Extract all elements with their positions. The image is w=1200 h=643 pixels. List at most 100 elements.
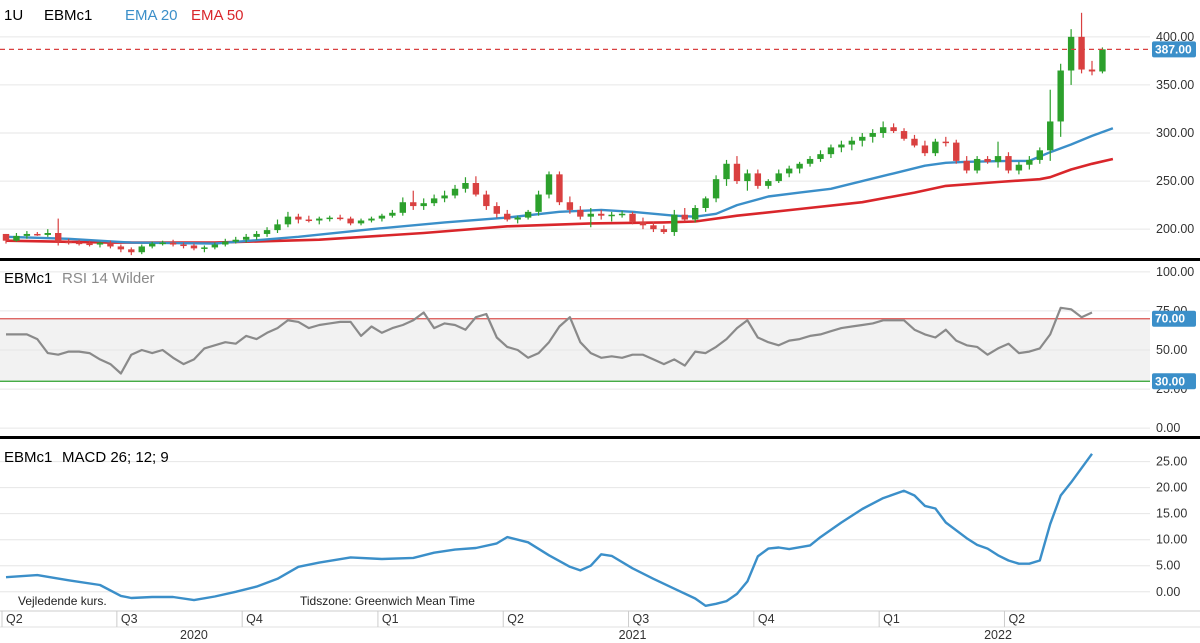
rsi-indicator-label[interactable]: RSI 14 Wilder xyxy=(62,270,155,287)
overbought-label: 70.00 xyxy=(1155,312,1185,326)
price-tick-label: 350.00 xyxy=(1156,78,1194,92)
candle-down xyxy=(577,209,584,217)
candle-down xyxy=(55,233,62,242)
timezone-label: Tidszone: Greenwich Mean Time xyxy=(300,594,475,608)
candle-down xyxy=(75,242,83,245)
candle-up xyxy=(1036,150,1043,160)
candle-down xyxy=(336,217,344,220)
candle-down xyxy=(984,158,991,162)
quarter-label: Q1 xyxy=(883,612,900,626)
candle-up xyxy=(765,181,772,186)
candle-down xyxy=(504,213,511,220)
quarter-label: Q2 xyxy=(507,612,524,626)
candle-up xyxy=(1057,70,1064,122)
macd-tick-label: 20.00 xyxy=(1156,481,1187,495)
macd-tick-label: 15.00 xyxy=(1156,507,1187,521)
candle-down xyxy=(169,242,177,245)
quarter-label: Q2 xyxy=(1008,612,1025,626)
candle-up xyxy=(848,140,856,145)
price-pane[interactable]: 387.00 200.00 250.00 300.00 350.00 400.00 1U… xyxy=(0,7,1196,256)
ema50-legend[interactable]: EMA 50 xyxy=(191,7,244,24)
candle-up xyxy=(514,217,521,220)
ema20-legend[interactable]: EMA 20 xyxy=(125,7,178,24)
candle-down xyxy=(890,127,897,132)
rsi-symbol-label: EBMc1 xyxy=(4,270,52,287)
candle-up xyxy=(535,194,542,212)
candle-up xyxy=(232,239,239,242)
candle-down xyxy=(629,213,636,222)
candle-up xyxy=(23,233,31,236)
candle-down xyxy=(180,244,187,247)
macd-tick-label: 25.00 xyxy=(1156,455,1187,469)
candle-down xyxy=(1088,69,1096,72)
candle-up xyxy=(1067,36,1075,71)
year-label: 2022 xyxy=(984,628,1012,642)
price-tick-label: 300.00 xyxy=(1156,126,1194,140)
candle-down xyxy=(650,225,657,230)
year-label: 2020 xyxy=(180,628,208,642)
candle-down xyxy=(1005,156,1012,171)
candle-down xyxy=(953,142,960,161)
candle-up xyxy=(211,244,219,248)
candle-up xyxy=(524,211,532,218)
last-price-label: 387.00 xyxy=(1155,42,1192,56)
candle-up xyxy=(838,144,845,148)
candle-down xyxy=(900,131,908,139)
candle-up xyxy=(378,215,386,219)
candle-up xyxy=(148,243,156,247)
candles xyxy=(2,12,1106,256)
candle-down xyxy=(963,160,970,171)
candle-up xyxy=(399,202,407,213)
candle-down xyxy=(190,245,198,249)
candle-up xyxy=(451,188,459,196)
candle-up xyxy=(326,217,333,220)
candle-up xyxy=(1099,49,1106,72)
price-grid xyxy=(0,36,1150,230)
candle-up xyxy=(430,198,438,204)
candle-down xyxy=(305,219,313,222)
candle-up xyxy=(441,195,448,199)
candle-up xyxy=(13,235,20,241)
candle-down xyxy=(660,229,668,233)
candle-down xyxy=(410,202,417,207)
candle-down xyxy=(681,214,688,220)
quarter-label: Q4 xyxy=(246,612,263,626)
candle-down xyxy=(1078,36,1085,70)
price-tick-label: 200.00 xyxy=(1156,222,1194,236)
footer-note: Vejledende kurs. xyxy=(18,594,107,608)
candle-down xyxy=(2,233,10,241)
candle-up xyxy=(691,208,699,220)
macd-pane[interactable]: 0.00 5.00 10.00 15.00 20.00 25.00 EBMc1 MACD … xyxy=(0,449,1187,608)
candle-up xyxy=(932,141,939,154)
candle-down xyxy=(295,216,302,220)
pane-divider xyxy=(0,258,1200,261)
quarter-label: Q3 xyxy=(633,612,650,626)
macd-tick-label: 5.00 xyxy=(1156,559,1180,573)
candle-up xyxy=(263,230,271,234)
rsi-grid xyxy=(0,271,1150,429)
candle-up xyxy=(608,214,615,217)
candle-up xyxy=(702,198,709,208)
macd-symbol-label: EBMc1 xyxy=(4,449,52,466)
macd-line xyxy=(5,453,1093,607)
rsi-line xyxy=(6,306,1093,375)
pane-dividers[interactable] xyxy=(0,258,1200,628)
time-axis[interactable]: Q2 Q3 Q4 Q1 Q2 Q3 Q4 Q1 Q2 2020 2021 2022 xyxy=(1,611,1025,642)
candle-up xyxy=(671,214,678,233)
price-tick-label: 400.00 xyxy=(1156,30,1194,44)
candle-up xyxy=(44,233,51,235)
macd-indicator-label[interactable]: MACD 26; 12; 9 xyxy=(62,449,169,466)
candle-up xyxy=(1047,121,1054,151)
macd-y-axis: 0.00 5.00 10.00 15.00 20.00 25.00 xyxy=(1156,455,1187,599)
interval-label[interactable]: 1U xyxy=(4,7,23,24)
candle-up xyxy=(316,218,323,221)
candle-up xyxy=(201,247,208,249)
candle-up xyxy=(357,220,365,224)
candle-up xyxy=(775,173,782,182)
oversold-badge xyxy=(1152,373,1196,390)
candle-up xyxy=(462,183,469,189)
rsi-tick-label: 0.00 xyxy=(1156,421,1180,435)
candle-down xyxy=(107,242,114,247)
